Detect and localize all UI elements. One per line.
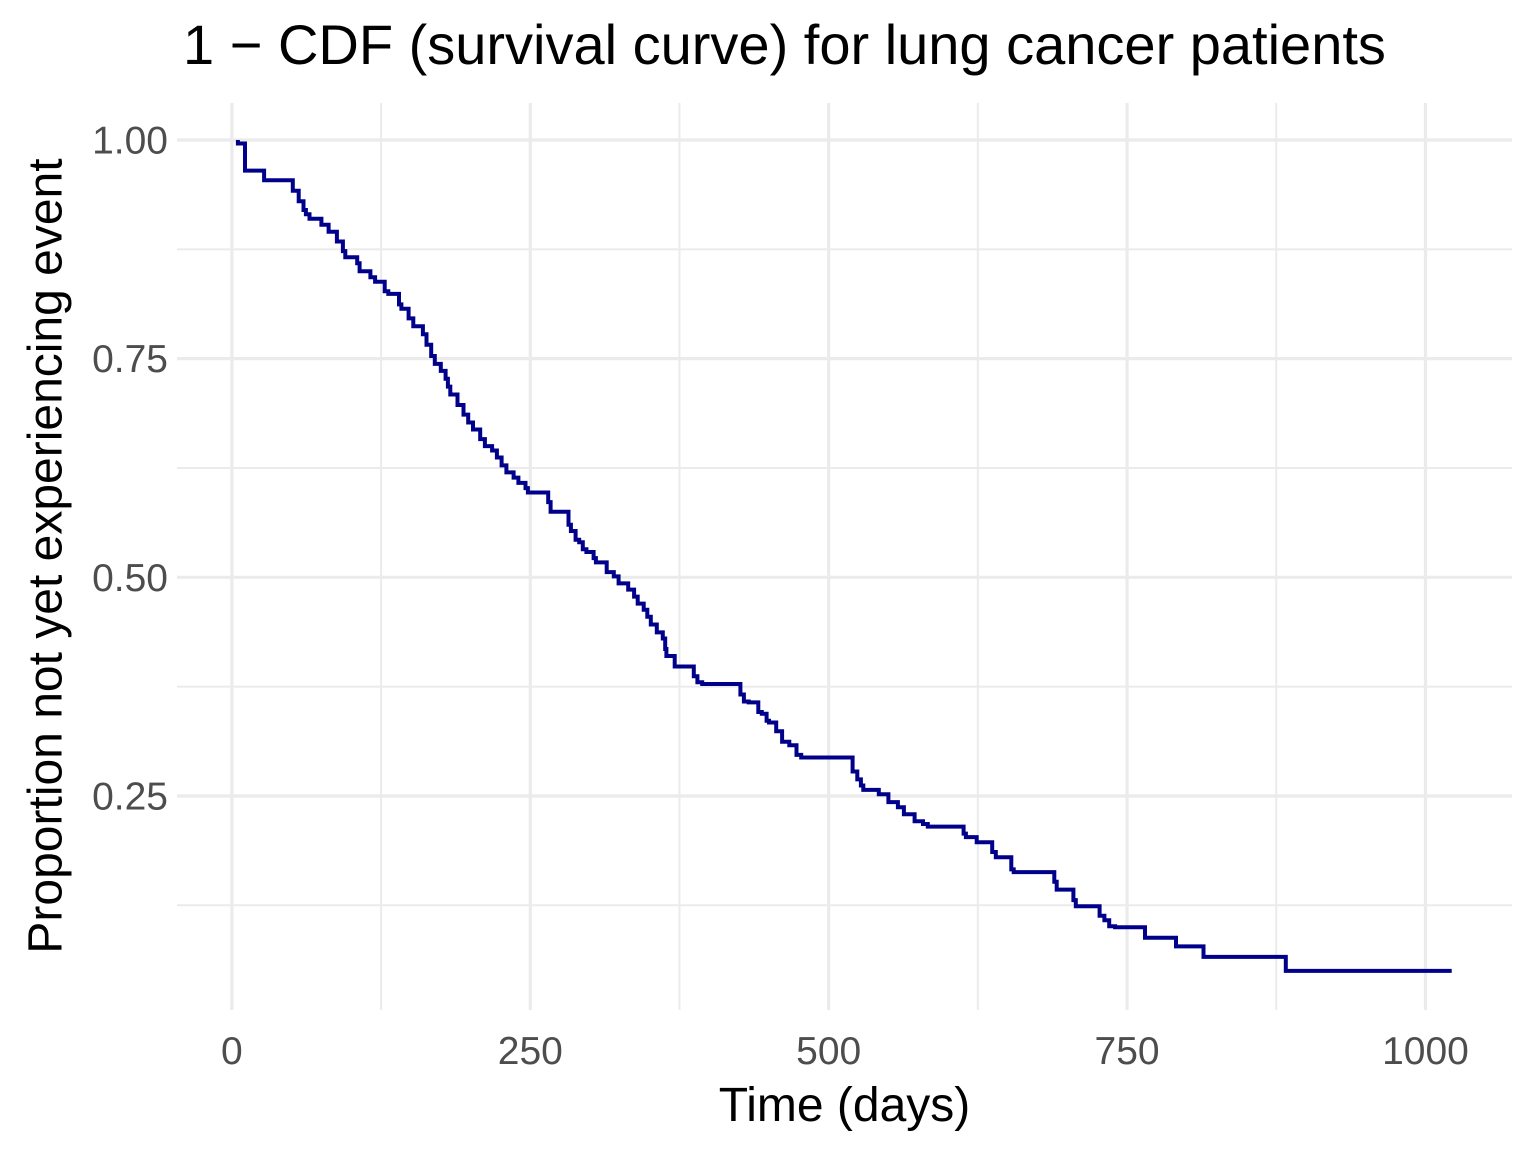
x-tick-label: 250 — [498, 1030, 563, 1073]
x-tick-label: 0 — [221, 1030, 243, 1073]
y-axis-title: Proportion not yet experiencing event — [19, 158, 73, 954]
x-axis-title: Time (days) — [718, 1079, 971, 1132]
plot-title: 1 − CDF (survival curve) for lung cancer… — [183, 13, 1386, 76]
survival-curve — [235, 140, 1452, 973]
x-tick-label: 500 — [796, 1030, 861, 1073]
x-tick-label: 1000 — [1382, 1030, 1469, 1073]
y-tick-label: 1.00 — [92, 119, 168, 162]
x-tick-label: 750 — [1095, 1030, 1160, 1073]
y-tick-label: 0.75 — [92, 338, 168, 381]
y-tick-label: 0.25 — [92, 775, 168, 818]
y-tick-label: 0.50 — [92, 557, 168, 600]
